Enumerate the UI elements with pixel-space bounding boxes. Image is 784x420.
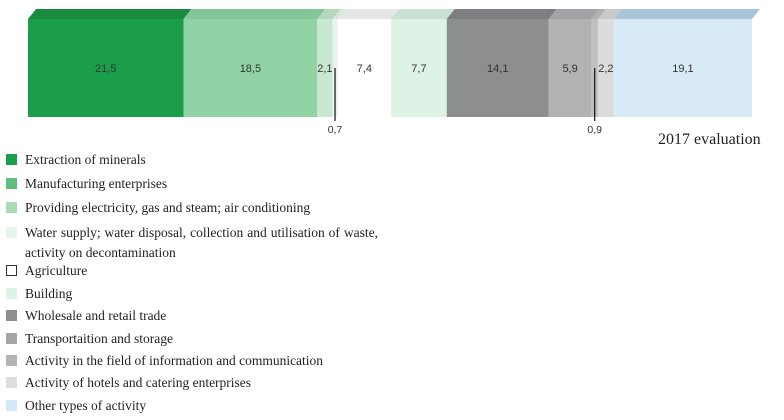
legend-item: Building xyxy=(6,284,378,304)
bar-segment-top xyxy=(597,9,622,19)
legend-item: Transportaition and storage xyxy=(6,329,378,349)
legend-swatch xyxy=(6,265,17,276)
legend-item: Water supply; water disposal, collection… xyxy=(6,223,378,263)
legend-label: Other types of activity xyxy=(25,398,147,413)
chart-title: 2017 evaluation xyxy=(658,131,761,148)
bar-segment xyxy=(337,19,392,117)
segment-value-label: 2,2 xyxy=(598,63,613,75)
legend-item: Agriculture xyxy=(6,261,378,281)
legend-label: Wholesale and retail trade xyxy=(25,308,167,323)
bar-segment xyxy=(391,19,447,117)
segment-value-label: 19,1 xyxy=(672,63,693,75)
legend-label: Agriculture xyxy=(25,263,88,278)
legend-swatch xyxy=(6,178,17,189)
bar-segment xyxy=(597,19,614,117)
legend-item: Manufacturing enterprises xyxy=(6,174,378,194)
segment-value-label: 7,4 xyxy=(357,63,372,75)
segment-value-label: 2,1 xyxy=(317,63,332,75)
legend-item: Other types of activity xyxy=(6,396,378,416)
legend-swatch xyxy=(6,377,17,388)
bar-segment-top xyxy=(28,9,192,19)
bar-segment xyxy=(28,19,184,117)
callout-value-label: 0,9 xyxy=(587,124,602,136)
legend-item: Providing electricity, gas and steam; ai… xyxy=(6,198,378,218)
bar-segment-top xyxy=(613,9,760,19)
legend-item: Wholesale and retail trade xyxy=(6,306,378,326)
legend-item: Activity of hotels and catering enterpri… xyxy=(6,373,378,393)
bar-segment xyxy=(317,19,333,117)
segment-value-label: 7,7 xyxy=(411,63,426,75)
legend-label: Providing electricity, gas and steam; ai… xyxy=(25,200,311,215)
legend-label: Manufacturing enterprises xyxy=(25,176,168,191)
bar-segment-top xyxy=(332,9,346,19)
legend-swatch xyxy=(6,400,17,411)
legend-item: Extraction of minerals xyxy=(6,150,378,170)
bar-segment-top xyxy=(548,9,600,19)
stacked-bar-chart: 21,5 18,5 2,1 0,7 7,4 7,7 14,1 5,9 0,9 2,2 19,1 xyxy=(28,9,760,136)
bar-segment xyxy=(183,19,318,117)
bar-segment-top xyxy=(337,9,400,19)
bar-segment-top xyxy=(591,9,606,19)
legend-swatch xyxy=(6,355,17,366)
segment-value-label: 5,9 xyxy=(562,63,577,75)
legend-label: Water supply; water disposal, collection… xyxy=(25,225,378,260)
bar-segment-top xyxy=(446,9,557,19)
bar-segment-top xyxy=(317,9,341,19)
callout-value-label: 0,7 xyxy=(328,124,343,136)
legend-swatch xyxy=(6,227,17,238)
legend-label: Transportaition and storage xyxy=(25,331,173,346)
legend-label: Activity of hotels and catering enterpri… xyxy=(25,375,252,390)
legend-swatch xyxy=(6,288,17,299)
legend-label: Extraction of minerals xyxy=(25,152,146,167)
legend-swatch xyxy=(6,310,17,321)
bar-segment xyxy=(446,19,549,117)
bar-segment-top xyxy=(183,9,326,19)
legend-swatch xyxy=(6,202,17,213)
legend-label: Activity in the field of information and… xyxy=(25,353,324,368)
segment-value-label: 14,1 xyxy=(487,63,508,75)
legend-swatch xyxy=(6,333,17,344)
legend-label: Building xyxy=(25,286,73,301)
bar-segment xyxy=(613,19,752,117)
bar-segment-top xyxy=(391,9,455,19)
legend-item: Activity in the field of information and… xyxy=(6,351,378,371)
legend-swatch xyxy=(6,154,17,165)
bar-segment xyxy=(548,19,592,117)
segment-value-label: 21,5 xyxy=(95,63,116,75)
segment-value-label: 18,5 xyxy=(240,63,261,75)
